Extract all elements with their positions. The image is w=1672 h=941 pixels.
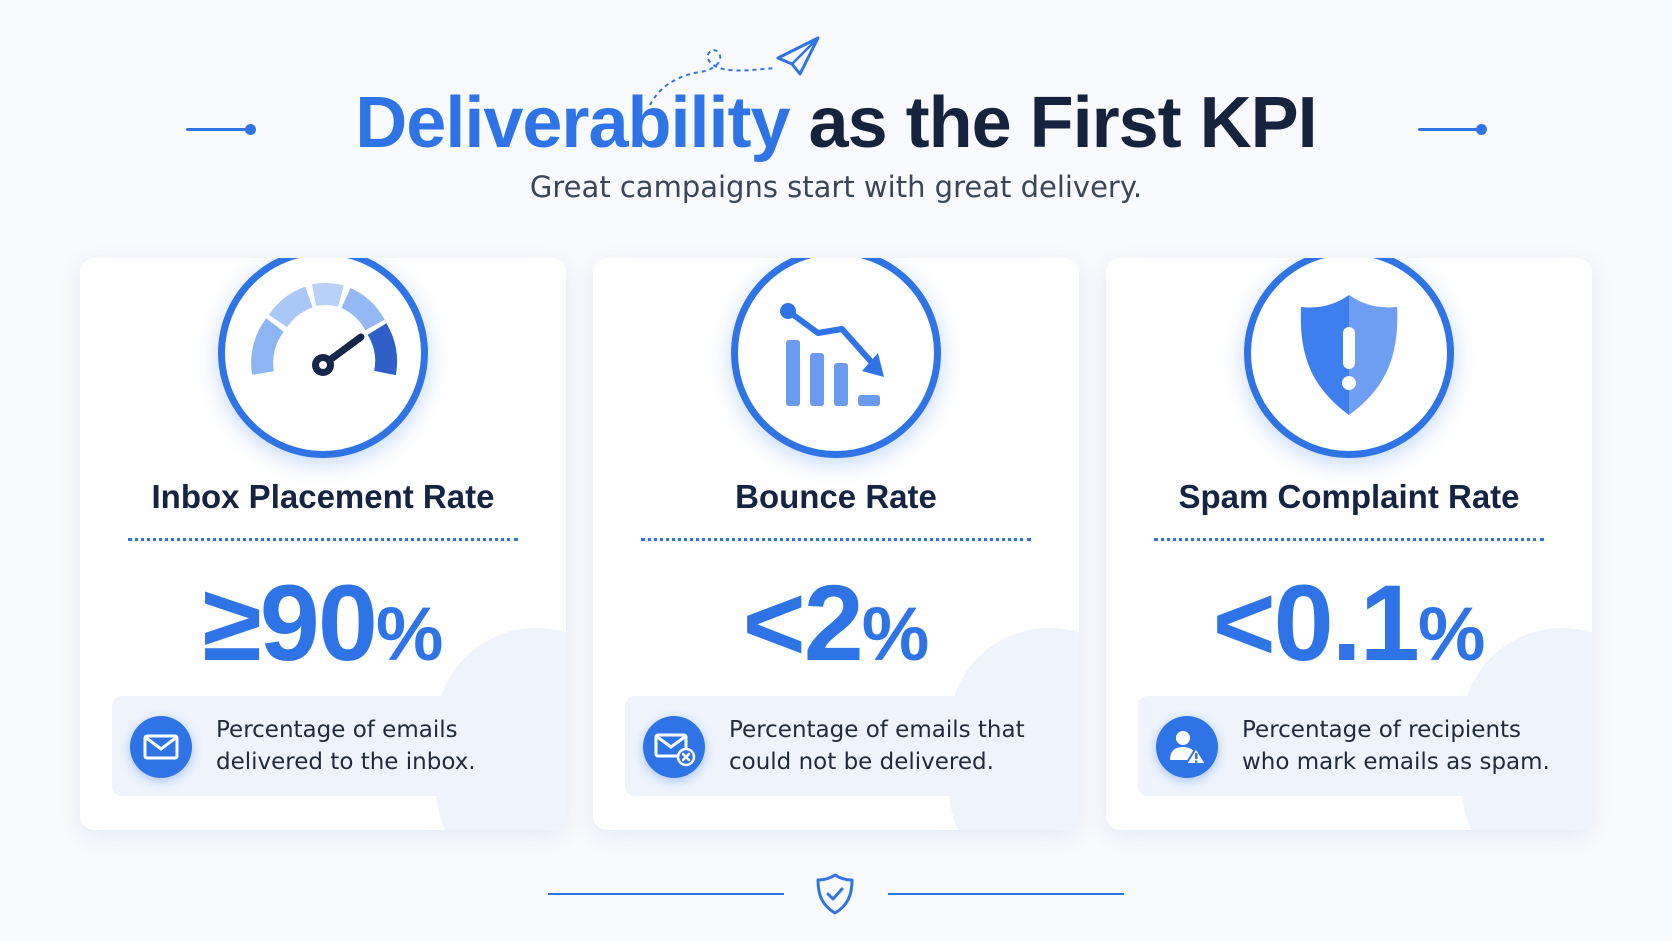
kpi-number: <2 — [742, 562, 864, 683]
kpi-name: Spam Complaint Rate — [1178, 478, 1520, 515]
declining-bar-chart-icon — [731, 258, 941, 458]
shield-alert-icon — [1244, 258, 1454, 458]
shield-check-icon — [816, 873, 854, 915]
right-decor-line — [1418, 128, 1478, 131]
description-box: Percentage of emails delivered to the in… — [112, 696, 534, 796]
page-subtitle: Great campaigns start with great deliver… — [529, 170, 1143, 204]
kpi-value: <0.1% — [1106, 563, 1592, 695]
envelope-x-icon — [643, 716, 705, 778]
header: Deliverability as the First KPI — [0, 78, 1672, 168]
kpi-value: <2% — [593, 563, 1079, 695]
page-title: Deliverability as the First KPI — [0, 78, 1672, 168]
title-accent: Deliverability — [355, 83, 790, 163]
footer-line-left — [548, 893, 784, 895]
left-decor-dot — [245, 124, 256, 135]
kpi-description: Percentage of emails delivered to the in… — [216, 717, 476, 775]
kpi-name: Inbox Placement Rate — [151, 478, 495, 515]
kpi-number: <0.1 — [1212, 562, 1420, 683]
dotted-divider — [641, 538, 1031, 541]
kpi-unit: % — [861, 592, 930, 677]
description-box: Percentage of emails that could not be d… — [625, 696, 1047, 796]
kpi-description: Percentage of recipients who mark emails… — [1242, 717, 1550, 775]
kpi-value: ≥90% — [80, 563, 566, 695]
right-decor-dot — [1476, 124, 1487, 135]
kpi-description: Percentage of emails that could not be d… — [729, 717, 1025, 775]
kpi-card-spam-complaint: Spam Complaint Rate <0.1% Percentage of … — [1106, 258, 1592, 830]
dotted-divider — [1154, 538, 1544, 541]
title-rest: as the First KPI — [808, 83, 1318, 163]
dotted-divider — [128, 538, 518, 541]
envelope-icon — [130, 716, 192, 778]
user-warning-icon — [1156, 716, 1218, 778]
kpi-unit: % — [375, 592, 444, 677]
kpi-number: ≥90 — [202, 562, 378, 683]
kpi-name: Bounce Rate — [735, 478, 937, 515]
speedometer-icon — [218, 258, 428, 458]
paper-plane-icon — [649, 36, 820, 106]
footer-line-right — [888, 893, 1124, 895]
kpi-unit: % — [1417, 592, 1486, 677]
description-box: Percentage of recipients who mark emails… — [1138, 696, 1560, 796]
kpi-card-bounce: Bounce Rate <2% Percentage of emails tha… — [593, 258, 1079, 830]
kpi-card-inbox-placement: Inbox Placement Rate ≥90% Percentage of … — [80, 258, 566, 830]
left-decor-line — [186, 128, 246, 131]
